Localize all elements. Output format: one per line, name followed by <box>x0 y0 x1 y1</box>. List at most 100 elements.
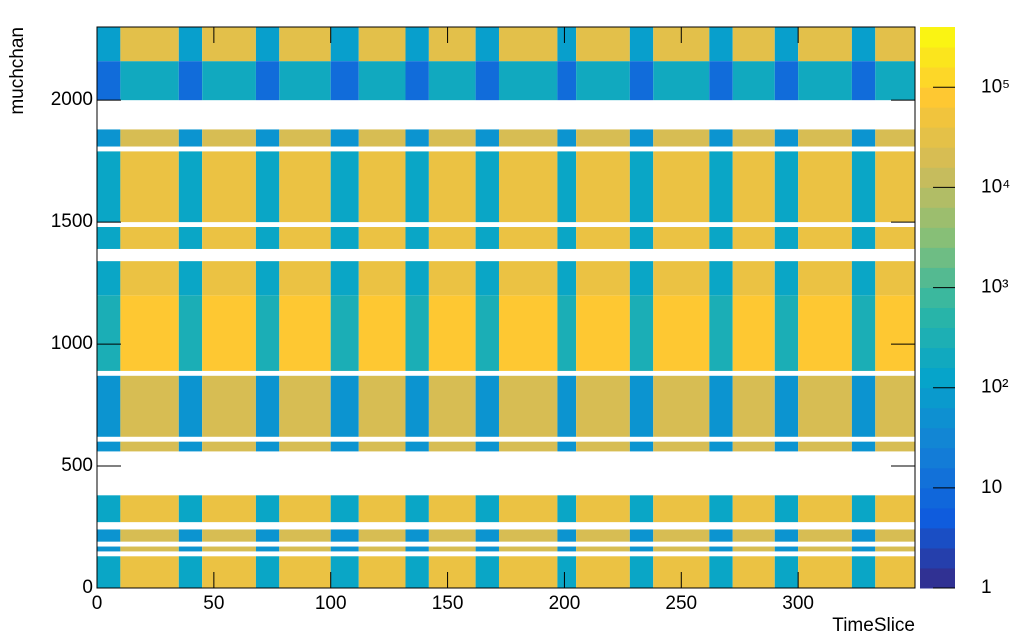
heatmap-cell <box>798 261 852 296</box>
heatmap-cell <box>798 227 852 249</box>
heatmap-cell <box>97 151 121 223</box>
x-tick-label: 50 <box>203 593 224 614</box>
heatmap-cell <box>475 495 499 523</box>
heatmap-cell <box>774 151 799 223</box>
color-bar-step <box>920 347 955 369</box>
heatmap-cell <box>475 129 499 147</box>
heatmap-cell <box>732 261 775 296</box>
heatmap-cell <box>178 556 203 588</box>
heatmap-cell <box>202 129 256 147</box>
heatmap-cell <box>732 27 775 62</box>
y-tick-label: 500 <box>61 455 93 476</box>
heatmap-cell <box>330 261 359 296</box>
heatmap-cell <box>255 495 280 523</box>
heatmap-cell <box>255 295 280 371</box>
heatmap-cell <box>557 529 577 542</box>
heatmap-cell <box>255 529 280 542</box>
heatmap-cell <box>851 261 876 296</box>
heatmap-cell <box>851 295 876 371</box>
y-tick-label: 2000 <box>51 89 93 110</box>
heatmap-cell <box>498 529 558 542</box>
heatmap-cell <box>732 546 775 552</box>
heatmap-cell <box>774 441 799 452</box>
heatmap-cell <box>405 529 429 542</box>
color-bar-step <box>920 247 955 268</box>
heatmap-cell <box>202 546 256 552</box>
color-bar-step <box>920 287 955 308</box>
heatmap-cell <box>358 495 406 523</box>
x-tick-label: 0 <box>92 593 103 614</box>
heatmap-cell <box>798 556 852 588</box>
heatmap-cell <box>732 151 775 223</box>
heatmap-cell <box>498 129 558 147</box>
heatmap-cell <box>120 546 179 552</box>
heatmap-cell <box>202 295 256 371</box>
heatmap-cell <box>279 261 331 296</box>
heatmap-cell <box>851 375 876 437</box>
heatmap-cell <box>428 129 476 147</box>
heatmap-cell <box>798 27 852 62</box>
heatmap-cell <box>428 441 476 452</box>
heatmap-cell <box>97 556 121 588</box>
heatmap-cell <box>629 375 654 437</box>
heatmap-cell <box>202 261 256 296</box>
heatmap-cell <box>405 556 429 588</box>
heatmap-cell <box>202 495 256 523</box>
heatmap-cell <box>475 556 499 588</box>
heatmap-cell <box>798 546 852 552</box>
heatmap-cell <box>279 295 331 371</box>
heatmap-cell <box>120 129 179 147</box>
heatmap-cell <box>255 151 280 223</box>
heatmap-cell <box>851 529 876 542</box>
heatmap-cell <box>557 441 577 452</box>
heatmap-cell <box>732 61 775 101</box>
heatmap-cell <box>875 495 915 523</box>
heatmap-cell <box>629 295 654 371</box>
heatmap-cell <box>875 441 915 452</box>
heatmap-cell <box>475 151 499 223</box>
heatmap-cell <box>330 295 359 371</box>
heatmap-cell <box>330 151 359 223</box>
heatmap-cell <box>709 546 733 552</box>
heatmap-cell <box>557 556 577 588</box>
heatmap-cell <box>557 27 577 62</box>
heatmap-cell <box>629 261 654 296</box>
heatmap-cell <box>798 441 852 452</box>
heatmap-cell <box>330 227 359 249</box>
heatmap-cell <box>557 151 577 223</box>
heatmap-cell <box>498 495 558 523</box>
heatmap-cell <box>774 129 799 147</box>
heatmap-cell <box>358 441 406 452</box>
z-tick-label: 1 <box>981 577 992 598</box>
heatmap-cell <box>653 441 710 452</box>
heatmap-cell <box>851 495 876 523</box>
heatmap-cell <box>709 129 733 147</box>
heatmap-cell <box>732 495 775 523</box>
heatmap-cell <box>202 375 256 437</box>
color-bar-step <box>920 187 955 208</box>
heatmap-cell <box>875 546 915 552</box>
heatmap-cell <box>428 375 476 437</box>
heatmap-cell <box>774 295 799 371</box>
color-bar-step <box>920 127 955 148</box>
heatmap-cell <box>405 129 429 147</box>
heatmap-cell <box>798 61 852 101</box>
color-bar-step <box>920 407 955 429</box>
heatmap-cell <box>498 556 558 588</box>
heatmap-cell <box>120 375 179 437</box>
heatmap-cell <box>653 375 710 437</box>
heatmap-cell <box>798 129 852 147</box>
heatmap-cell <box>576 546 630 552</box>
heatmap-cell <box>279 556 331 588</box>
heatmap-cell <box>498 295 558 371</box>
heatmap-cell <box>475 375 499 437</box>
heatmap-cell <box>557 375 577 437</box>
heatmap-cell <box>653 61 710 101</box>
heatmap-cell <box>358 27 406 62</box>
heatmap-cell <box>851 227 876 249</box>
color-bar-step <box>920 567 955 589</box>
heatmap-cell <box>709 495 733 523</box>
heatmap-cell <box>202 556 256 588</box>
heatmap-cell <box>97 227 121 249</box>
heatmap-cell <box>709 556 733 588</box>
